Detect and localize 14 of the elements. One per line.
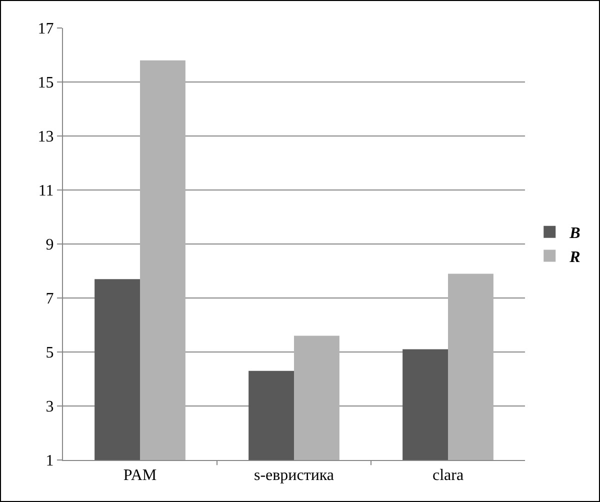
x-tick-label: PAM <box>123 467 157 484</box>
y-tick-label: 15 <box>38 74 54 92</box>
y-tick-label: 3 <box>46 398 54 416</box>
y-tick-label: 1 <box>46 452 54 470</box>
y-tick-label: 7 <box>46 290 54 308</box>
x-tick-label: clara <box>432 467 464 484</box>
y-tick-label: 17 <box>38 20 54 38</box>
x-tick-label: s-евристика <box>254 467 334 484</box>
y-tick-label: 11 <box>38 182 54 200</box>
legend-label: B <box>568 225 581 242</box>
y-tick-label: 9 <box>46 236 54 254</box>
y-tick-label: 13 <box>38 128 54 146</box>
legend-label: R <box>568 248 581 266</box>
y-tick-label: 5 <box>46 344 54 362</box>
